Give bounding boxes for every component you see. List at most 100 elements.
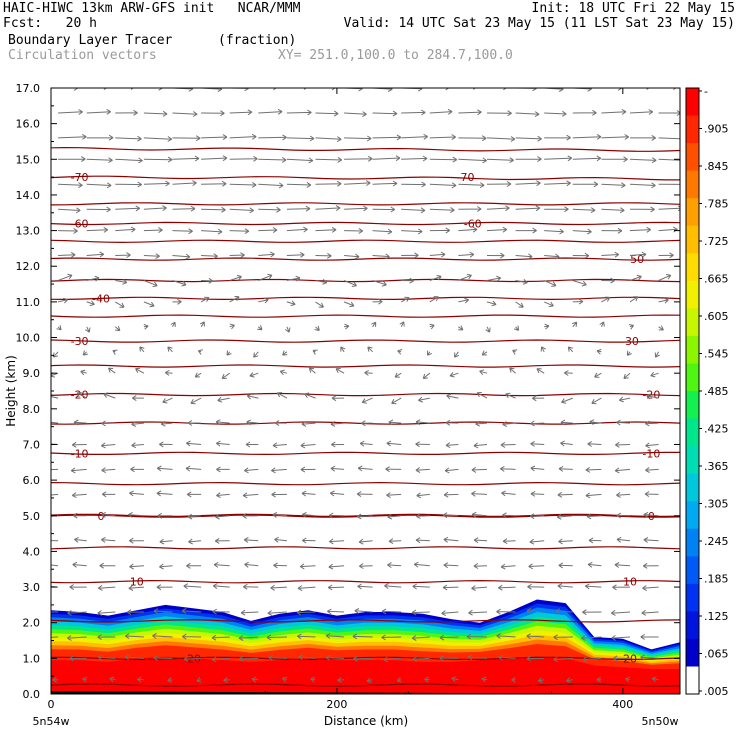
wind-vector xyxy=(471,466,488,473)
wind-vector xyxy=(486,136,516,142)
wind-vector xyxy=(258,88,277,91)
wind-vector xyxy=(361,397,373,404)
wind-vector xyxy=(156,490,173,497)
colorbar-swatch xyxy=(686,446,699,475)
wind-vector xyxy=(642,585,659,591)
wind-vector xyxy=(258,273,273,281)
y-tick-label: 16.0 xyxy=(16,118,41,131)
isotherm-line xyxy=(51,392,680,397)
wind-vector xyxy=(443,491,459,498)
colorbar-swatch xyxy=(686,666,699,695)
y-tick-label: 3.0 xyxy=(23,581,41,594)
cross-section-endpoints: XY= 251.0,100.0 to 284.7,100.0 xyxy=(278,48,513,63)
wind-vector xyxy=(340,346,346,353)
wind-vector xyxy=(172,111,198,117)
wind-vector xyxy=(183,656,202,662)
wind-vector xyxy=(201,180,227,187)
wind-vector xyxy=(401,228,423,235)
wind-vector xyxy=(643,511,659,518)
wind-vector xyxy=(115,157,143,164)
wind-vector xyxy=(502,512,516,519)
wind-vector xyxy=(185,465,202,472)
wind-vector xyxy=(172,155,200,162)
tracer-fill-layer xyxy=(51,599,680,694)
wind-vector xyxy=(216,466,230,473)
wind-vector xyxy=(115,301,125,308)
wind-vector xyxy=(654,351,660,358)
wind-vector xyxy=(153,608,173,615)
wind-vector xyxy=(272,442,287,449)
wind-vector xyxy=(328,563,345,570)
wind-vector xyxy=(329,538,345,545)
colorbar-swatch xyxy=(686,391,699,420)
wind-vector xyxy=(401,252,419,259)
wind-vector xyxy=(544,301,554,308)
wind-vector xyxy=(515,205,541,212)
wind-vector xyxy=(279,369,288,376)
wind-vector xyxy=(446,393,459,400)
wind-vector xyxy=(500,563,516,570)
colorbar-label: .425 xyxy=(704,423,729,436)
wind-vector xyxy=(286,300,296,307)
wind-vector xyxy=(71,441,87,448)
wind-vector xyxy=(572,207,596,214)
wind-vector xyxy=(274,420,287,427)
wind-vector xyxy=(172,135,201,142)
wind-vector xyxy=(201,134,228,141)
wind-vector xyxy=(296,609,316,616)
isotherm-line xyxy=(51,221,680,226)
wind-vector xyxy=(372,88,393,92)
wind-vector xyxy=(115,205,141,212)
wind-vector xyxy=(601,134,629,140)
wind-vector xyxy=(315,279,328,285)
wind-vector xyxy=(143,180,170,187)
wind-vector xyxy=(352,633,373,640)
wind-vector xyxy=(536,368,545,374)
wind-vector xyxy=(582,656,602,663)
wind-vector xyxy=(356,513,373,520)
wind-vector xyxy=(197,349,203,355)
wind-vector xyxy=(401,88,423,92)
wind-vector xyxy=(442,584,459,591)
wind-vector xyxy=(223,677,230,683)
wind-vector xyxy=(401,155,428,162)
wind-vector xyxy=(273,562,287,569)
wind-vector xyxy=(115,109,138,116)
wind-vector xyxy=(344,180,371,187)
wind-vector xyxy=(530,465,545,472)
wind-vector xyxy=(650,371,659,378)
colorbar-swatch xyxy=(686,556,699,585)
wind-vector xyxy=(229,207,254,214)
wind-vector xyxy=(443,562,459,569)
colorbar: - .905 .845 .785 .725 .665 .605 .545 .485 .425 .36… xyxy=(685,85,729,698)
wind-vector xyxy=(52,676,59,683)
wind-vector xyxy=(444,467,459,474)
wind-vector xyxy=(276,392,288,399)
wind-vector xyxy=(557,583,573,590)
wind-vector xyxy=(143,323,149,330)
colorbar-swatch xyxy=(686,501,699,530)
wind-vector xyxy=(344,205,368,212)
wind-vector xyxy=(331,441,345,448)
wind-vector xyxy=(572,280,587,287)
wind-vector xyxy=(356,491,373,498)
wind-vector xyxy=(52,351,59,358)
wind-vector xyxy=(51,611,59,613)
wind-vector xyxy=(544,134,571,141)
wind-vector xyxy=(630,88,650,90)
wind-vector xyxy=(58,133,87,140)
wind-vector xyxy=(372,280,387,287)
wind-vector xyxy=(502,538,516,545)
isotherm-line xyxy=(51,619,680,623)
wind-vector xyxy=(485,326,491,333)
wind-vector xyxy=(300,466,316,473)
wind-vector xyxy=(529,538,545,545)
wind-vector xyxy=(658,274,672,281)
wind-vector xyxy=(401,181,426,188)
wind-vector xyxy=(429,182,457,189)
wind-vector xyxy=(244,467,259,474)
colorbar-label: .185 xyxy=(704,573,729,586)
wind-vector xyxy=(572,109,597,116)
wind-vector xyxy=(415,537,430,544)
y-tick-label: 17.0 xyxy=(16,82,41,95)
